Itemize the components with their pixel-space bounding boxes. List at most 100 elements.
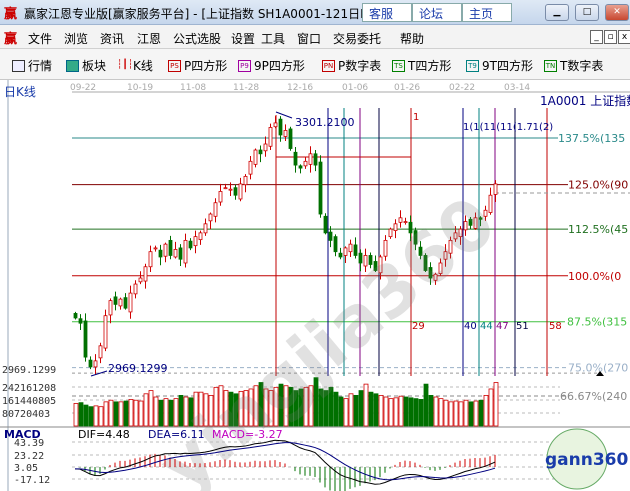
toolbar-button[interactable]: TS T四方形 bbox=[392, 57, 451, 74]
candle bbox=[258, 145, 263, 163]
volume-bar bbox=[418, 399, 424, 427]
volume-bar bbox=[263, 388, 269, 427]
candle-body bbox=[473, 217, 478, 229]
candle-body bbox=[83, 320, 88, 358]
toolbar-label: 行情 bbox=[28, 59, 53, 73]
high-price-label: 3301.2100 bbox=[295, 116, 355, 129]
volume-bar bbox=[373, 393, 379, 427]
mdi-restore-button[interactable]: ▫ bbox=[604, 30, 617, 44]
toolbar-label: 9T四方形 bbox=[482, 59, 533, 73]
candle bbox=[438, 258, 443, 276]
candle-body bbox=[123, 297, 128, 309]
candle bbox=[233, 184, 238, 200]
candle-body bbox=[408, 221, 413, 234]
candle-body bbox=[198, 232, 203, 241]
menu-item[interactable]: 窗口 bbox=[297, 32, 322, 46]
candle bbox=[448, 236, 453, 259]
candle bbox=[358, 249, 363, 272]
volume-bar bbox=[308, 385, 314, 427]
volume-bar bbox=[128, 399, 134, 427]
volume-axis-label: 161440805 bbox=[2, 396, 56, 407]
candle-body bbox=[368, 255, 373, 265]
link-home[interactable]: 主页 bbox=[462, 3, 512, 22]
symbol-label: 1A0001 上证指数 bbox=[540, 93, 630, 108]
menu-item[interactable]: 江恩 bbox=[137, 32, 162, 46]
candle-body bbox=[398, 217, 403, 223]
dea-line bbox=[74, 442, 496, 481]
candle-body bbox=[278, 118, 283, 136]
menu-item[interactable]: 资讯 bbox=[100, 32, 125, 46]
volume-bar bbox=[283, 385, 289, 427]
toolbar-button[interactable]: 板块 bbox=[66, 57, 106, 74]
candle-body bbox=[178, 247, 183, 260]
candle bbox=[93, 354, 98, 375]
macd-axis-label: 23.22 bbox=[14, 451, 44, 462]
candle bbox=[263, 136, 268, 157]
cycle-top-label: 1(1(11(11(1.71(2) bbox=[463, 122, 553, 133]
menu-item[interactable]: 文件 bbox=[28, 32, 53, 46]
candle bbox=[388, 227, 393, 239]
candle bbox=[368, 252, 373, 269]
toolbar-button[interactable]: P9 9P四方形 bbox=[238, 57, 305, 74]
candle-body bbox=[293, 151, 298, 166]
candle bbox=[423, 253, 428, 273]
logo-text: gann360 bbox=[545, 450, 629, 470]
candle bbox=[128, 285, 133, 319]
menu-item[interactable]: 浏览 bbox=[64, 32, 89, 46]
volume-bar bbox=[318, 388, 324, 427]
candle bbox=[408, 215, 413, 242]
volume-bar bbox=[108, 399, 114, 427]
volume-bar bbox=[383, 396, 389, 427]
volume-bar bbox=[103, 401, 109, 427]
toolbar-button[interactable]: 行情 bbox=[12, 57, 52, 74]
candle-body bbox=[193, 236, 198, 247]
candle-body bbox=[188, 240, 193, 249]
volume-bar bbox=[358, 390, 364, 427]
volume-bar bbox=[433, 396, 439, 427]
toolbar-button[interactable]: TN T数字表 bbox=[544, 57, 603, 74]
menu-item[interactable]: 工具 bbox=[261, 32, 286, 46]
candle bbox=[443, 244, 448, 267]
candle-body bbox=[388, 228, 393, 238]
candle-body bbox=[313, 153, 318, 166]
candle bbox=[303, 156, 308, 169]
candle bbox=[473, 212, 478, 230]
price-axis-low: 2969.1299 bbox=[2, 365, 56, 376]
mdi-close-button[interactable]: x bbox=[618, 30, 630, 44]
tool-tag-icon: PS bbox=[168, 59, 181, 72]
toolbar-button[interactable]: PS P四方形 bbox=[168, 57, 227, 74]
minimize-button[interactable]: ▁ bbox=[545, 4, 569, 21]
toolbar-label: T数字表 bbox=[560, 59, 604, 73]
candle-body bbox=[233, 187, 238, 196]
menu-item[interactable]: 帮助 bbox=[400, 32, 425, 46]
link-service[interactable]: 客服 bbox=[362, 3, 412, 22]
candle bbox=[313, 150, 318, 172]
candle-body bbox=[273, 122, 278, 128]
macd-axis-label: 43.39 bbox=[14, 438, 44, 449]
menu-item[interactable]: 公式选股 bbox=[173, 32, 222, 46]
toolbar-button[interactable]: ┆┃┆ K线 bbox=[117, 57, 153, 74]
candles-icon: ┆┃┆ bbox=[117, 59, 134, 70]
kline-chart[interactable]: 09-22 10-19 11-08 11-28 12-16 01-06 01-26 02-22… bbox=[0, 80, 630, 491]
candle bbox=[143, 263, 148, 289]
maximize-button[interactable]: □ bbox=[575, 4, 599, 21]
candle-body bbox=[373, 261, 378, 271]
candle-body bbox=[133, 283, 138, 295]
volume-bar bbox=[173, 398, 179, 427]
toolbar-label: K线 bbox=[133, 59, 153, 73]
candle-body bbox=[228, 188, 233, 191]
link-forum[interactable]: 论坛 bbox=[412, 3, 462, 22]
candle bbox=[73, 311, 78, 320]
candle-body bbox=[393, 223, 398, 232]
close-button[interactable]: ✕ bbox=[605, 4, 629, 21]
menu-item[interactable]: 设置 bbox=[231, 32, 256, 46]
volume-bar bbox=[168, 399, 174, 427]
candle-body bbox=[238, 183, 243, 200]
toolbar-button[interactable]: PN P数字表 bbox=[322, 57, 381, 74]
date-tick: 12-16 bbox=[287, 83, 313, 93]
candle bbox=[153, 245, 158, 252]
mdi-minimize-button[interactable]: _ bbox=[590, 30, 603, 44]
toolbar-button[interactable]: T9 9T四方形 bbox=[466, 57, 533, 74]
menu-item[interactable]: 交易委托 bbox=[333, 32, 382, 46]
volume-bar bbox=[448, 401, 454, 427]
